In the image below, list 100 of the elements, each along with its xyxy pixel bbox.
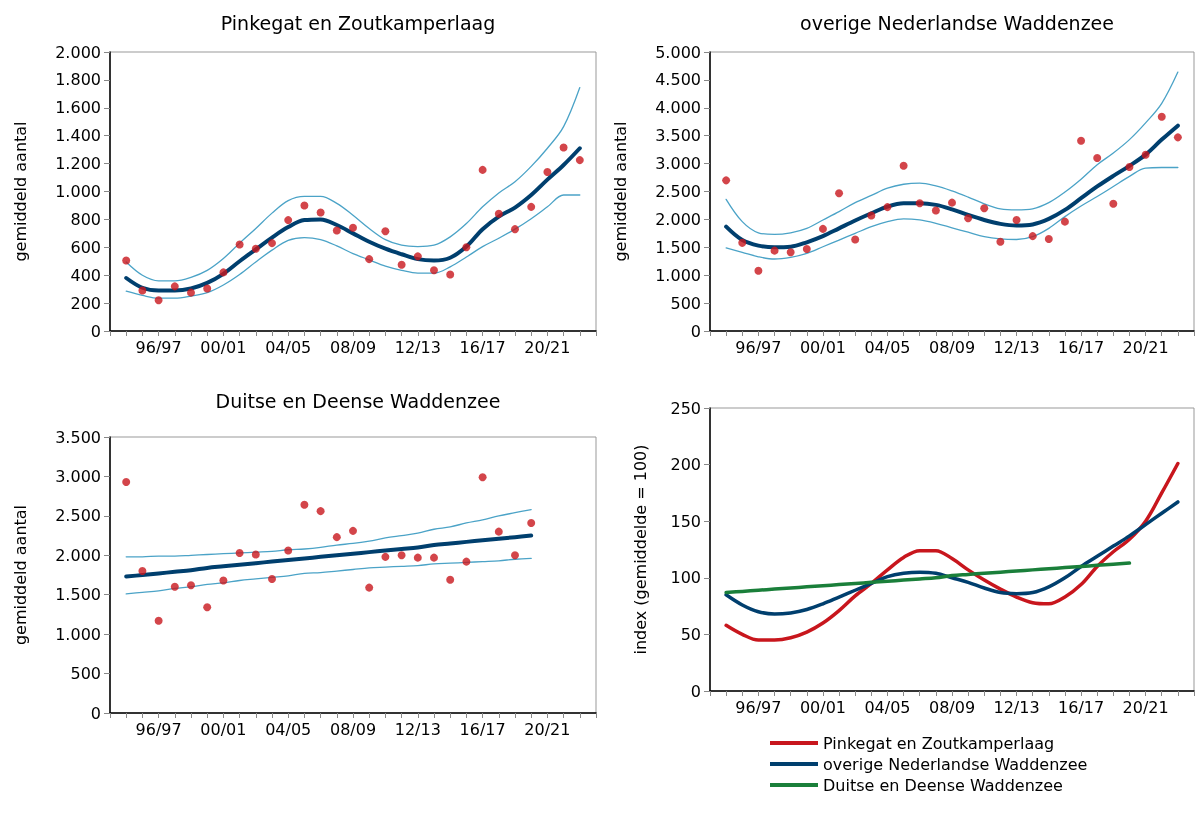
x-tick-label: 96/97 bbox=[735, 697, 782, 717]
point bbox=[931, 206, 940, 215]
line-series bbox=[725, 71, 1179, 236]
y-tick-label: 50 bbox=[680, 624, 701, 644]
point bbox=[235, 548, 244, 557]
point bbox=[170, 282, 179, 291]
y-tick-label: 150 bbox=[670, 511, 701, 531]
y-tick-label: 4.500 bbox=[655, 70, 701, 90]
point bbox=[527, 518, 536, 527]
x-tick-label: 20/21 bbox=[1122, 697, 1169, 717]
y-tick-label: 250 bbox=[670, 398, 701, 418]
x-tick-label: 00/01 bbox=[799, 697, 846, 717]
y-tick-label: 500 bbox=[70, 664, 101, 684]
y-tick-label: 3.500 bbox=[55, 427, 101, 447]
x-tick-label: 00/01 bbox=[200, 337, 247, 357]
x-tick-label: 08/09 bbox=[928, 697, 976, 717]
y-tick-label: 600 bbox=[70, 237, 101, 257]
y-tick-label: 200 bbox=[70, 293, 101, 313]
y-tick-label: 0 bbox=[690, 321, 701, 341]
y-tick-label: 500 bbox=[670, 293, 701, 313]
point bbox=[316, 208, 325, 217]
y-tick-label: 1.200 bbox=[55, 154, 101, 174]
x-tick-label: 00/01 bbox=[799, 337, 846, 357]
point bbox=[187, 581, 195, 590]
y-tick-label: 1.500 bbox=[55, 585, 101, 605]
point bbox=[413, 252, 422, 261]
y-tick-label: 1.000 bbox=[55, 624, 101, 644]
point bbox=[786, 248, 795, 257]
line-series bbox=[124, 533, 534, 579]
x-tick-label: 04/05 bbox=[265, 719, 312, 739]
x-tick-label: 12/13 bbox=[993, 697, 1040, 717]
point bbox=[511, 225, 519, 234]
y-tick-label: 4.000 bbox=[655, 98, 701, 118]
y-tick-label: 200 bbox=[670, 455, 701, 475]
point bbox=[251, 550, 260, 559]
point bbox=[996, 237, 1005, 246]
point bbox=[964, 214, 973, 223]
point bbox=[300, 201, 309, 210]
y-tick-label: 5.000 bbox=[655, 42, 701, 62]
point bbox=[722, 176, 731, 185]
chart-title: Duitse en Deense Waddenzee bbox=[215, 389, 501, 412]
x-tick-label: 20/21 bbox=[524, 719, 571, 739]
x-tick-label: 08/09 bbox=[329, 337, 377, 357]
point bbox=[1109, 199, 1118, 208]
legend-label: Duitse en Deense Waddenzee bbox=[823, 775, 1063, 795]
chart-title: Pinkegat en Zoutkamperlaag bbox=[220, 11, 496, 34]
x-tick-label: 00/01 bbox=[200, 719, 247, 739]
x-tick-label: 96/97 bbox=[135, 719, 182, 739]
y-tick-label: 400 bbox=[70, 265, 101, 285]
y-tick-label: 100 bbox=[670, 568, 701, 588]
point bbox=[494, 527, 503, 536]
point bbox=[413, 553, 422, 562]
point bbox=[1012, 215, 1021, 224]
point bbox=[332, 226, 341, 235]
point bbox=[381, 552, 390, 561]
y-tick-label: 1.000 bbox=[655, 265, 701, 285]
y-tick-label: 2.500 bbox=[55, 506, 101, 526]
point bbox=[543, 167, 552, 176]
x-tick-label: 16/17 bbox=[1058, 337, 1105, 357]
point bbox=[381, 227, 390, 236]
point bbox=[332, 533, 341, 542]
x-tick-label: 04/05 bbox=[864, 337, 911, 357]
point bbox=[397, 551, 406, 560]
x-tick-label: 16/17 bbox=[459, 337, 506, 357]
point bbox=[462, 557, 471, 566]
point bbox=[219, 268, 228, 277]
point bbox=[462, 243, 471, 252]
point bbox=[203, 284, 212, 293]
point bbox=[446, 575, 455, 584]
x-tick-label: 08/09 bbox=[329, 719, 377, 739]
point bbox=[1028, 232, 1037, 241]
point bbox=[867, 211, 876, 220]
y-tick-label: 1.000 bbox=[55, 182, 101, 201]
y-tick-label: 1.800 bbox=[55, 70, 101, 90]
point bbox=[1077, 136, 1086, 145]
x-tick-label: 16/17 bbox=[459, 719, 506, 739]
point bbox=[915, 199, 924, 208]
x-tick-label: 20/21 bbox=[524, 337, 571, 357]
x-tick-label: 12/13 bbox=[394, 337, 441, 357]
point bbox=[365, 255, 374, 264]
point bbox=[219, 576, 228, 585]
point bbox=[802, 244, 811, 253]
point bbox=[138, 567, 147, 576]
point bbox=[478, 473, 487, 482]
y-tick-label: 800 bbox=[70, 209, 101, 229]
line-series bbox=[725, 166, 1179, 260]
point bbox=[883, 203, 892, 212]
point bbox=[818, 224, 827, 233]
point bbox=[316, 507, 325, 516]
point bbox=[268, 239, 276, 248]
legend-label: Pinkegat en Zoutkamperlaag bbox=[823, 733, 1055, 753]
x-tick-label: 16/17 bbox=[1058, 697, 1105, 717]
point bbox=[430, 553, 438, 562]
point bbox=[446, 270, 455, 279]
point bbox=[187, 288, 195, 297]
y-tick-label: 0 bbox=[690, 681, 701, 701]
point bbox=[527, 202, 536, 211]
point bbox=[349, 223, 357, 232]
x-tick-label: 04/05 bbox=[864, 697, 911, 717]
y-tick-label: 3.000 bbox=[55, 466, 101, 486]
